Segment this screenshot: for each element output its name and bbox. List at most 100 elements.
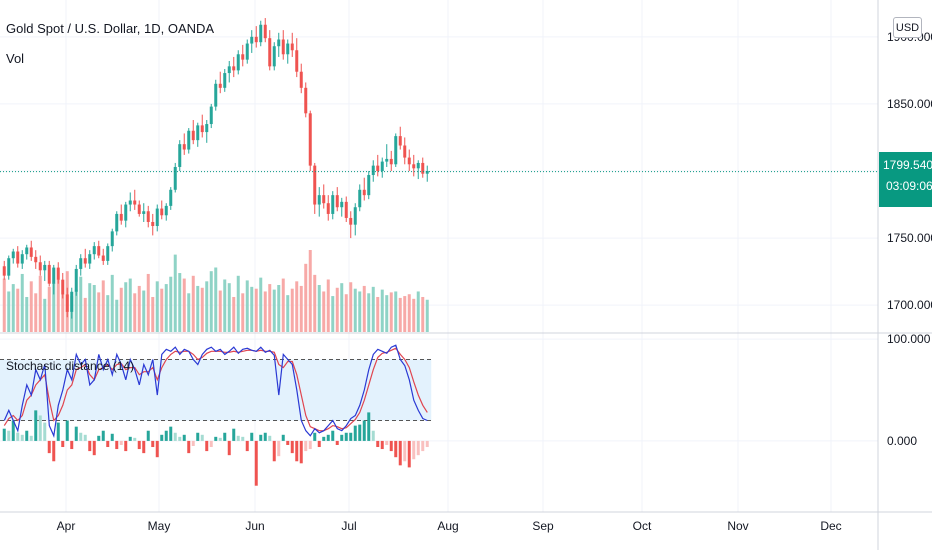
volume-bars: [2, 250, 429, 332]
volume-legend[interactable]: Vol: [6, 51, 25, 66]
histogram-bar: [322, 436, 326, 441]
candle-body: [34, 256, 38, 263]
histogram-bar: [385, 440, 389, 445]
candle-body: [214, 83, 218, 107]
time-tick-label: Sep: [532, 519, 554, 533]
volume-bar: [128, 278, 132, 332]
histogram-bar: [124, 440, 128, 452]
candle-body: [425, 171, 429, 174]
volume-bar: [52, 283, 56, 332]
volume-bar: [299, 285, 303, 332]
grid-lines: [0, 0, 878, 512]
histogram-bar: [245, 440, 249, 452]
histogram-bar: [182, 434, 186, 441]
volume-bar: [371, 286, 375, 332]
histogram-bar: [20, 434, 24, 441]
candle-body: [236, 54, 240, 71]
candle-body: [70, 291, 74, 312]
volume-bar: [169, 276, 173, 332]
volume-bar: [97, 292, 101, 332]
histogram-bar: [326, 434, 330, 441]
candle-body: [385, 158, 389, 162]
histogram-bar: [380, 440, 384, 450]
histogram-bar: [196, 432, 200, 441]
symbol-title[interactable]: Gold Spot / U.S. Dollar, 1D, OANDA: [6, 21, 215, 36]
histogram-bar: [403, 440, 407, 462]
volume-bar: [331, 296, 335, 332]
candle-body: [376, 165, 380, 171]
volume-bar: [322, 291, 326, 332]
histogram-bar: [412, 440, 416, 460]
volume-bar: [164, 284, 168, 332]
candle-body: [79, 258, 83, 269]
histogram-bar: [200, 434, 204, 441]
histogram-bar: [61, 440, 65, 448]
volume-bar: [182, 278, 186, 332]
histogram-bar: [407, 440, 411, 468]
histogram-bar: [133, 437, 137, 441]
candle-body: [254, 36, 258, 43]
candle-body: [106, 246, 110, 261]
volume-bar: [160, 288, 164, 332]
histogram-bar: [101, 430, 105, 441]
candle-body: [133, 200, 137, 205]
volume-bar: [151, 296, 155, 332]
histogram-bar: [137, 440, 141, 450]
volume-bar: [380, 289, 384, 332]
histogram-bar: [52, 440, 56, 462]
candle-body: [223, 73, 227, 88]
histogram-bar: [11, 420, 15, 441]
stochastic-histogram: [2, 410, 429, 486]
volume-bar: [223, 279, 227, 332]
candle-body: [227, 66, 231, 74]
volume-bar: [335, 287, 339, 332]
candle-body: [97, 246, 101, 256]
volume-bar: [232, 296, 236, 332]
volume-bar: [250, 286, 254, 332]
candle-body: [250, 36, 254, 44]
candle-body: [349, 217, 353, 225]
histogram-bar: [241, 436, 245, 441]
histogram-bar: [128, 436, 132, 441]
candle-body: [299, 71, 303, 88]
time-axis: Apr May Jun Jul Aug Sep Oct Nov Dec: [57, 519, 842, 533]
candle-body: [47, 264, 51, 284]
volume-bar: [241, 293, 245, 332]
candle-body: [187, 130, 191, 150]
histogram-bar: [115, 440, 119, 450]
candle-body: [259, 24, 263, 43]
volume-bar: [196, 285, 200, 332]
histogram-bar: [146, 430, 150, 441]
volume-bar: [25, 296, 29, 332]
price-tick-label: 1700.000: [887, 298, 932, 312]
candle-body: [272, 46, 276, 67]
histogram-bar: [38, 415, 42, 441]
candle-body: [335, 195, 339, 208]
volume-bar: [191, 275, 195, 332]
candle-body: [2, 266, 6, 276]
histogram-bar: [250, 432, 254, 441]
candle-body: [61, 279, 65, 295]
histogram-bar: [56, 422, 60, 441]
volume-bar: [146, 273, 150, 332]
candle-body: [142, 211, 146, 214]
candle-body: [403, 145, 407, 158]
candle-body: [398, 136, 402, 146]
indicator-label[interactable]: Stochastic distance (14): [6, 359, 135, 373]
volume-bar: [376, 296, 380, 332]
histogram-bar: [160, 434, 164, 441]
candle-body: [281, 39, 285, 55]
volume-bar: [34, 293, 38, 332]
candle-body: [371, 165, 375, 176]
volume-bar: [110, 274, 114, 332]
currency-button[interactable]: USD: [893, 17, 922, 38]
time-tick-label: Aug: [437, 519, 458, 533]
candle-body: [56, 267, 60, 280]
histogram-bar: [16, 432, 20, 441]
histogram-bar: [65, 420, 69, 441]
volume-bar: [11, 284, 15, 332]
volume-bar: [254, 288, 258, 332]
candle-body: [182, 144, 186, 150]
